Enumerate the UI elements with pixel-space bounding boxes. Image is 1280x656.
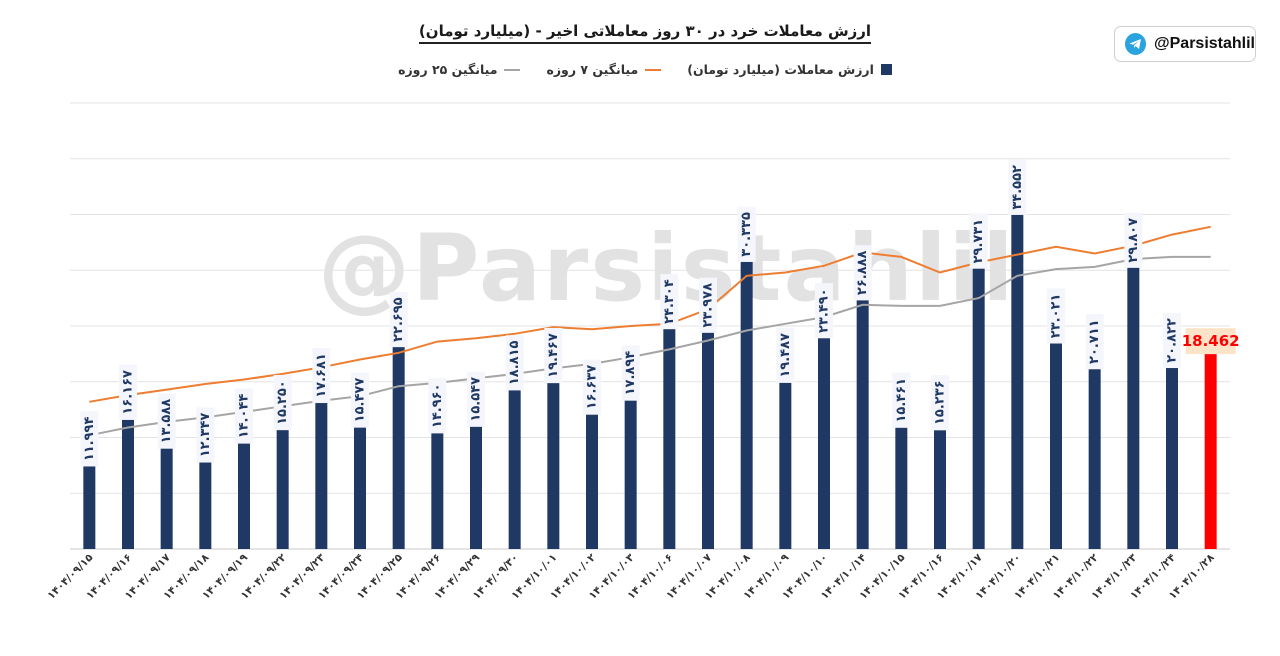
legend-label-ma25: میانگین ۲۵ روزه	[398, 62, 498, 77]
bar	[1127, 216, 1140, 549]
data-label-bg	[660, 274, 679, 330]
telegram-handle-text: @Parsistahlil	[1154, 35, 1255, 52]
bars-group	[83, 163, 1217, 550]
bar	[508, 339, 521, 549]
data-label-bg	[1085, 314, 1104, 370]
bar	[1166, 316, 1178, 549]
data-label: ۱۹.۴۸۷	[778, 333, 793, 378]
data-label-bg	[196, 407, 215, 463]
legend-label-ma7: میانگین ۷ روزه	[546, 62, 639, 77]
data-label-bg	[119, 364, 137, 420]
legend-swatch-ma7	[645, 68, 662, 71]
data-label-bg	[776, 327, 795, 383]
data-label: ۱۵.۲۳۶	[933, 380, 948, 425]
data-label: ۱۵.۴۶۱	[894, 378, 909, 423]
data-label: ۱۵.۴۷۷	[353, 378, 368, 423]
data-label-bg	[892, 372, 911, 428]
data-label-bg	[467, 371, 485, 427]
data-label: ۲۶.۸۸۸	[855, 250, 870, 295]
data-label: ۱۴.۹۶۰	[430, 383, 445, 428]
bar	[818, 287, 830, 549]
data-label-bg	[505, 335, 524, 391]
bar	[1204, 343, 1217, 549]
data-label: ۲۳.۹۷۸	[701, 283, 716, 328]
data-label-bg	[583, 359, 601, 415]
data-label: ۲۹.۸۰۷	[1126, 218, 1141, 263]
data-label: ۱۲.۳۴۷	[198, 413, 213, 458]
data-label-bg	[157, 393, 176, 449]
data-label-bg	[273, 374, 292, 431]
ma25-line	[89, 255, 1211, 437]
data-label-bg	[1124, 212, 1143, 268]
data-label: ۱۸.۸۱۵	[507, 340, 522, 385]
telegram-handle-tag[interactable]: @Parsistahlil	[1114, 26, 1256, 62]
data-labels-group: ۱۱.۹۹۴ ۱۶.۱۶۷ ۱۳.۵۸۸ ۱۲.۳۴۷ ۱۴.۰۴۴ ۱۵.۲۵۰ ۱۷.۶…	[80, 159, 1240, 467]
bar	[392, 295, 405, 549]
bar	[1011, 163, 1024, 550]
data-label: ۳۰.۳۳۵	[739, 212, 754, 257]
data-label: ۲۲.۶۹۵	[391, 297, 406, 342]
legend: ارزش معاملات (میلیارد تومان) میانگین ۷ ر…	[0, 62, 1280, 77]
data-label-bg	[969, 213, 988, 269]
data-label: ۱۹.۴۶۷	[546, 333, 561, 378]
bar	[856, 249, 869, 550]
data-label-bg	[621, 345, 640, 401]
bar	[972, 217, 985, 550]
legend-swatch-bars	[880, 64, 892, 75]
data-label: ۲۹.۷۳۱	[971, 219, 986, 264]
legend-item-ma7: میانگین ۷ روزه	[546, 62, 662, 77]
data-label: ۱۷.۸۹۴	[623, 351, 638, 396]
data-label: ۲۰.۸۲۲	[1165, 318, 1180, 363]
data-label: 18.462	[1182, 332, 1240, 350]
data-label-bg	[1008, 159, 1027, 215]
data-label: ۲۳.۴۹۰	[817, 288, 832, 333]
data-label: ۱۵.۵۴۷	[469, 377, 484, 422]
chart-title-text: ارزش معاملات خرد در ۳۰ روز معاملاتی اخیر…	[418, 22, 872, 44]
bar	[740, 210, 753, 549]
grid-lines	[70, 102, 1230, 550]
data-label-bg	[80, 411, 99, 467]
x-tick-labels: ۱۴۰۴/۰۹/۱۵۱۴۰۴/۰۹/۱۶۱۴۰۴/۰۹/۱۷۱۴۰۴/۰۹/۱۸…	[45, 551, 1217, 602]
data-label: ۱۴.۰۴۴	[237, 394, 252, 439]
data-label-bg	[235, 388, 253, 444]
data-label: ۲۴.۳۰۴	[662, 279, 677, 324]
data-label-bg	[737, 206, 756, 262]
ma7-line	[89, 225, 1211, 403]
legend-swatch-ma25	[504, 68, 521, 71]
legend-item-bars: ارزش معاملات (میلیارد تومان)	[687, 62, 892, 77]
lines-group	[89, 225, 1211, 437]
legend-label-bars: ارزش معاملات (میلیارد تومان)	[687, 62, 874, 77]
data-label: ۲۰.۷۱۱	[1087, 319, 1102, 364]
data-label: ۱۵.۲۵۰	[275, 380, 290, 425]
data-label: ۱۶.۱۶۷	[121, 370, 136, 415]
data-label-bg	[428, 378, 447, 434]
data-label-bg	[853, 245, 872, 301]
bar	[547, 331, 560, 549]
data-label-bg	[815, 283, 833, 339]
bar	[779, 331, 792, 549]
legend-item-ma25: میانگین ۲۵ روزه	[398, 62, 521, 77]
data-label-bg	[699, 277, 717, 333]
data-label: ۱۱.۹۹۴	[82, 417, 97, 462]
data-label: ۲۳.۰۲۱	[1049, 294, 1064, 339]
data-label: ۱۶.۶۳۷	[585, 365, 600, 410]
bar	[702, 281, 714, 549]
data-label-bg	[312, 347, 331, 404]
data-label-bg	[931, 375, 949, 431]
data-label-bg	[544, 327, 563, 384]
telegram-icon	[1125, 33, 1147, 55]
data-label-bg	[351, 372, 369, 428]
data-label: ۳۴.۵۵۲	[1010, 165, 1025, 210]
data-label: ۱۷.۶۸۱	[314, 353, 329, 398]
data-label-bg	[1047, 288, 1065, 344]
chart-title: ارزش معاملات خرد در ۳۰ روز معاملاتی اخیر…	[0, 22, 1280, 44]
data-label: ۱۳.۵۸۸	[159, 399, 174, 444]
bar	[1050, 292, 1062, 549]
data-label-bg	[1163, 312, 1181, 369]
last-label-bg	[1185, 328, 1236, 355]
data-label-bg	[389, 291, 408, 348]
bar	[1088, 318, 1101, 549]
bar	[663, 278, 676, 549]
